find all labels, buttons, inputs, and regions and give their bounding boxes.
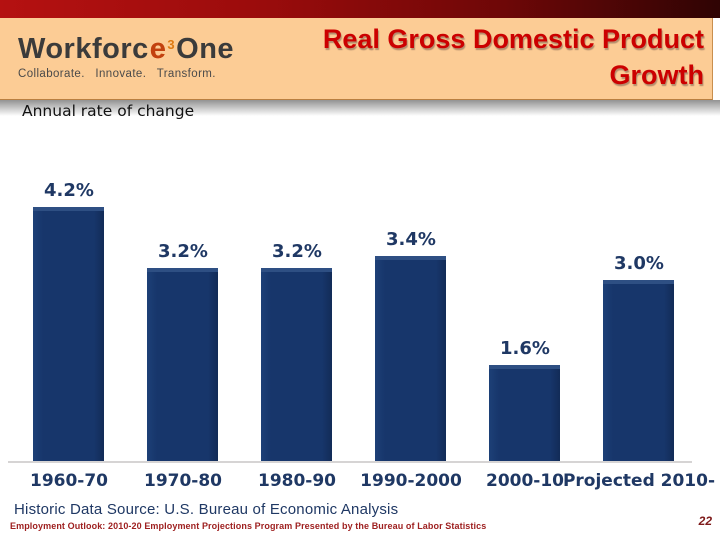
title-line-2: Growth (609, 60, 705, 90)
x-axis-label: 1970-80 (143, 471, 223, 491)
x-axis-label: 1980-90 (257, 471, 337, 491)
title-line-1: Real Gross Domestic Product (322, 24, 704, 54)
page-number: 22 (698, 514, 712, 528)
bar-1960-70 (33, 207, 104, 463)
logo-text-one: One (176, 33, 235, 65)
bar-2000-10 (489, 365, 560, 463)
chart-subtitle: Annual rate of change (22, 102, 195, 120)
x-axis-labels: 1960-70 1970-80 1980-90 1990-2000 2000-10 Pro… (0, 471, 720, 497)
x-axis-label: 2000-10 (485, 471, 565, 491)
bar-value-label: 3.2% (272, 241, 322, 262)
footer-program-text: Employment Outlook: 2010-20 Employment P… (10, 521, 487, 531)
slide-title: Real Gross Domestic Product Growth (323, 21, 704, 93)
slide-header: Workforce3One Collaborate. Innovate. Tra… (0, 18, 713, 100)
x-axis-label: 1990-2000 (360, 471, 462, 491)
x-axis-label: 1960-70 (29, 471, 109, 491)
bar-value-label: 3.4% (386, 229, 436, 250)
workforce-one-logo: Workforce3One Collaborate. Innovate. Tra… (18, 30, 234, 80)
x-axis-label: Projected 2010- (562, 471, 716, 491)
bar-value-label: 1.6% (500, 338, 550, 359)
bar-value-label: 3.0% (614, 253, 664, 274)
bar-chart: 4.2% 3.2% 3.2% 3.4% 1.6% 3.0% (0, 128, 720, 463)
bar-1970-80 (147, 268, 218, 463)
logo-e-mark: e (149, 33, 167, 65)
logo-wordmark: Workforce3One (18, 30, 234, 64)
logo-text-workforc: Workforc (18, 33, 149, 65)
bar-1980-90 (261, 268, 332, 463)
bar-value-label: 3.2% (158, 241, 208, 262)
bar-Projected 2010- (603, 280, 674, 463)
header-drop-shadow (0, 100, 720, 116)
x-axis-line (8, 461, 692, 463)
bar-value-label: 4.2% (44, 180, 94, 201)
top-accent-bar (0, 0, 720, 18)
logo-superscript-3: 3 (167, 37, 176, 52)
footer-source-text: Historic Data Source: U.S. Bureau of Eco… (14, 501, 399, 518)
logo-tagline: Collaborate. Innovate. Transform. (18, 68, 216, 80)
bar-1990-2000 (375, 256, 446, 463)
